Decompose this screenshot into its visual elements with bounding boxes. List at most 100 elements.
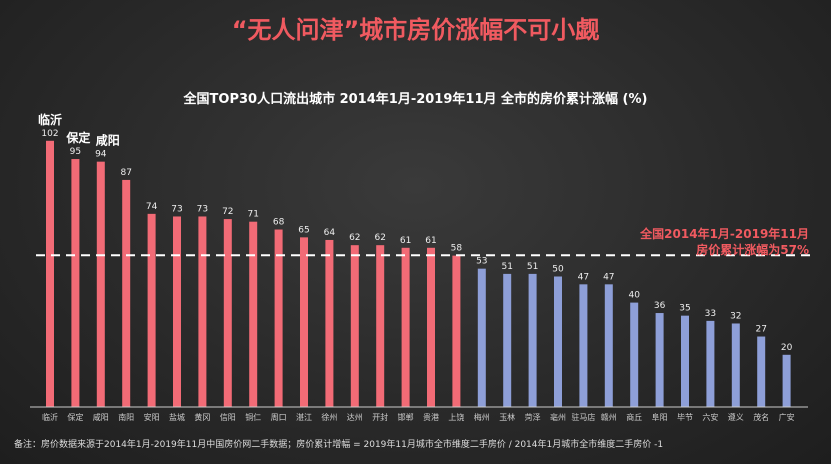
category-label: 遵义 [728, 412, 744, 422]
category-label: 开封 [372, 412, 388, 422]
value-label: 35 [679, 304, 690, 314]
value-label: 72 [222, 207, 233, 217]
bar [71, 159, 80, 407]
value-label: 51 [527, 262, 538, 272]
bar [681, 315, 689, 407]
reference-label-line1: 全国2014年1月-2019年11月 [640, 227, 809, 241]
value-label: 64 [324, 228, 336, 238]
value-label: 71 [247, 210, 258, 220]
value-label: 65 [298, 225, 309, 235]
category-label: 菏泽 [525, 412, 541, 422]
bar [452, 255, 461, 407]
footnote: 备注：房价数据来源于2014年1月-2019年11月中国房价网二手数据；房价累计… [14, 440, 664, 450]
bar [706, 320, 715, 407]
bar [376, 245, 385, 407]
bar [300, 237, 308, 407]
highlight-label: 保定 [65, 130, 90, 145]
bar [173, 216, 181, 407]
category-label: 梅州 [474, 412, 490, 422]
category-label: 达州 [347, 412, 363, 422]
bar [46, 140, 54, 407]
category-label: 徐州 [321, 412, 337, 422]
chart-title: 全国TOP30人口流出城市 2014年1月-2019年11月 全市的房价累计涨幅… [183, 92, 648, 107]
value-label: 47 [578, 272, 589, 282]
category-label: 赣州 [601, 412, 617, 422]
category-label: 亳州 [550, 412, 566, 422]
category-label: 六安 [702, 412, 718, 422]
category-label: 广安 [779, 412, 795, 422]
category-label: 盐城 [169, 412, 185, 422]
value-label: 40 [628, 291, 640, 301]
bar [96, 161, 105, 407]
bar [782, 354, 791, 407]
reference-label-line2: 房价累计涨幅为57% [696, 243, 809, 257]
bar [477, 268, 486, 407]
value-label: 33 [705, 309, 716, 319]
value-label: 51 [501, 262, 512, 272]
value-label: 32 [730, 311, 741, 321]
value-label: 27 [755, 325, 766, 335]
category-label: 玉林 [499, 412, 515, 422]
value-label: 73 [171, 204, 182, 214]
value-label: 62 [349, 233, 360, 243]
value-label: 95 [70, 147, 81, 157]
category-label: 商丘 [626, 412, 642, 422]
highlight-label: 临沂 [38, 112, 62, 127]
category-label: 铜仁 [245, 412, 261, 422]
bar [198, 216, 207, 407]
value-label: 74 [146, 202, 158, 212]
bar [147, 213, 156, 407]
page-title: “无人问津”城市房价涨幅不可小觑 [231, 16, 600, 44]
reference-annotation: 全国2014年1月-2019年11月 房价累计涨幅为57% [640, 226, 809, 258]
bar [528, 273, 537, 407]
category-label: 南阳 [118, 412, 134, 422]
bar [274, 229, 283, 407]
bar [249, 221, 258, 407]
value-label: 68 [273, 218, 285, 228]
bar [731, 323, 740, 407]
bar [427, 247, 435, 407]
category-label: 湛江 [296, 413, 312, 422]
bar [604, 284, 613, 407]
value-label: 36 [654, 301, 666, 311]
category-label: 上饶 [448, 412, 464, 422]
category-label: 保定 [67, 412, 83, 422]
category-label: 邯郸 [398, 412, 414, 422]
bar [325, 239, 334, 407]
value-label: 50 [552, 265, 564, 275]
value-label: 73 [197, 204, 208, 214]
bar [401, 247, 410, 407]
value-label: 61 [400, 236, 411, 246]
category-label: 临沂 [42, 412, 58, 422]
category-label: 咸阳 [93, 412, 109, 422]
bar [503, 273, 512, 407]
value-label: 62 [374, 233, 385, 243]
bar [122, 179, 131, 407]
bar [630, 302, 639, 407]
bar [757, 336, 766, 407]
bar [350, 245, 359, 407]
category-label: 驻马店 [571, 412, 595, 422]
value-label: 20 [781, 343, 793, 353]
bar [223, 219, 232, 407]
value-label: 94 [95, 150, 107, 160]
category-label: 周口 [271, 413, 287, 422]
bar [655, 313, 664, 407]
value-label: 53 [476, 257, 487, 267]
category-label: 茂名 [753, 412, 769, 422]
value-label: 102 [41, 129, 58, 139]
value-label: 87 [120, 168, 131, 178]
bar [579, 284, 588, 407]
bar [554, 276, 562, 407]
category-label: 阜阳 [652, 412, 668, 422]
highlight-label: 咸阳 [96, 133, 120, 148]
category-label: 贵港 [423, 412, 439, 422]
category-label: 信阳 [220, 412, 236, 422]
category-label: 安阳 [144, 412, 160, 422]
value-label: 58 [451, 244, 463, 254]
category-label: 毕节 [677, 412, 693, 422]
value-label: 61 [425, 236, 436, 246]
value-label: 47 [603, 272, 614, 282]
